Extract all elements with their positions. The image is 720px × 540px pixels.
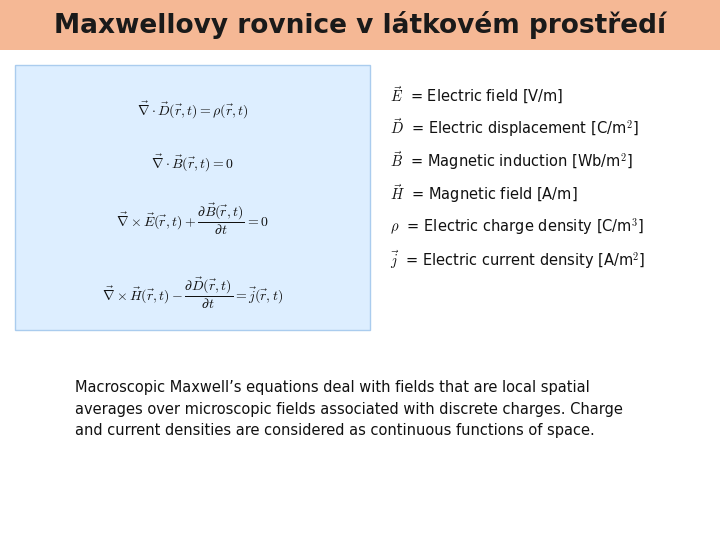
Text: $\rho$  = Electric charge density [C/m$^3$]: $\rho$ = Electric charge density [C/m$^3… xyxy=(390,217,644,238)
Text: Macroscopic Maxwell’s equations deal with fields that are local spatial
averages: Macroscopic Maxwell’s equations deal wit… xyxy=(75,380,623,438)
Text: $\vec{j}$  = Electric current density [A/m$^2$]: $\vec{j}$ = Electric current density [A/… xyxy=(390,248,646,272)
Text: $\vec{\nabla} \times \vec{H}(\vec{r},t) - \dfrac{\partial \vec{D}(\vec{r},t)}{\p: $\vec{\nabla} \times \vec{H}(\vec{r},t) … xyxy=(102,275,283,310)
Text: $\vec{D}$  = Electric displacement [C/m$^2$]: $\vec{D}$ = Electric displacement [C/m$^… xyxy=(390,117,639,139)
Bar xyxy=(0,0,720,50)
Text: $\vec{\nabla} \cdot \vec{B}(\vec{r},t)  =  0$: $\vec{\nabla} \cdot \vec{B}(\vec{r},t) =… xyxy=(151,152,234,173)
Text: $\vec{E}$  = Electric field [V/m]: $\vec{E}$ = Electric field [V/m] xyxy=(390,84,564,106)
Text: $\vec{\nabla} \cdot \vec{D}(\vec{r},t)  =  \rho(\vec{r},t)$: $\vec{\nabla} \cdot \vec{D}(\vec{r},t) =… xyxy=(137,99,248,120)
Bar xyxy=(15,65,370,330)
Text: $\vec{B}$  = Magnetic induction [Wb/m$^2$]: $\vec{B}$ = Magnetic induction [Wb/m$^2$… xyxy=(390,150,634,172)
Text: $\vec{H}$  = Magnetic field [A/m]: $\vec{H}$ = Magnetic field [A/m] xyxy=(390,183,577,205)
Text: Maxwellovy rovnice v látkovém prostředí: Maxwellovy rovnice v látkovém prostředí xyxy=(54,11,666,39)
Text: $\vec{\nabla} \times \vec{E}(\vec{r},t) + \dfrac{\partial \vec{B}(\vec{r},t)}{\p: $\vec{\nabla} \times \vec{E}(\vec{r},t) … xyxy=(116,201,269,237)
